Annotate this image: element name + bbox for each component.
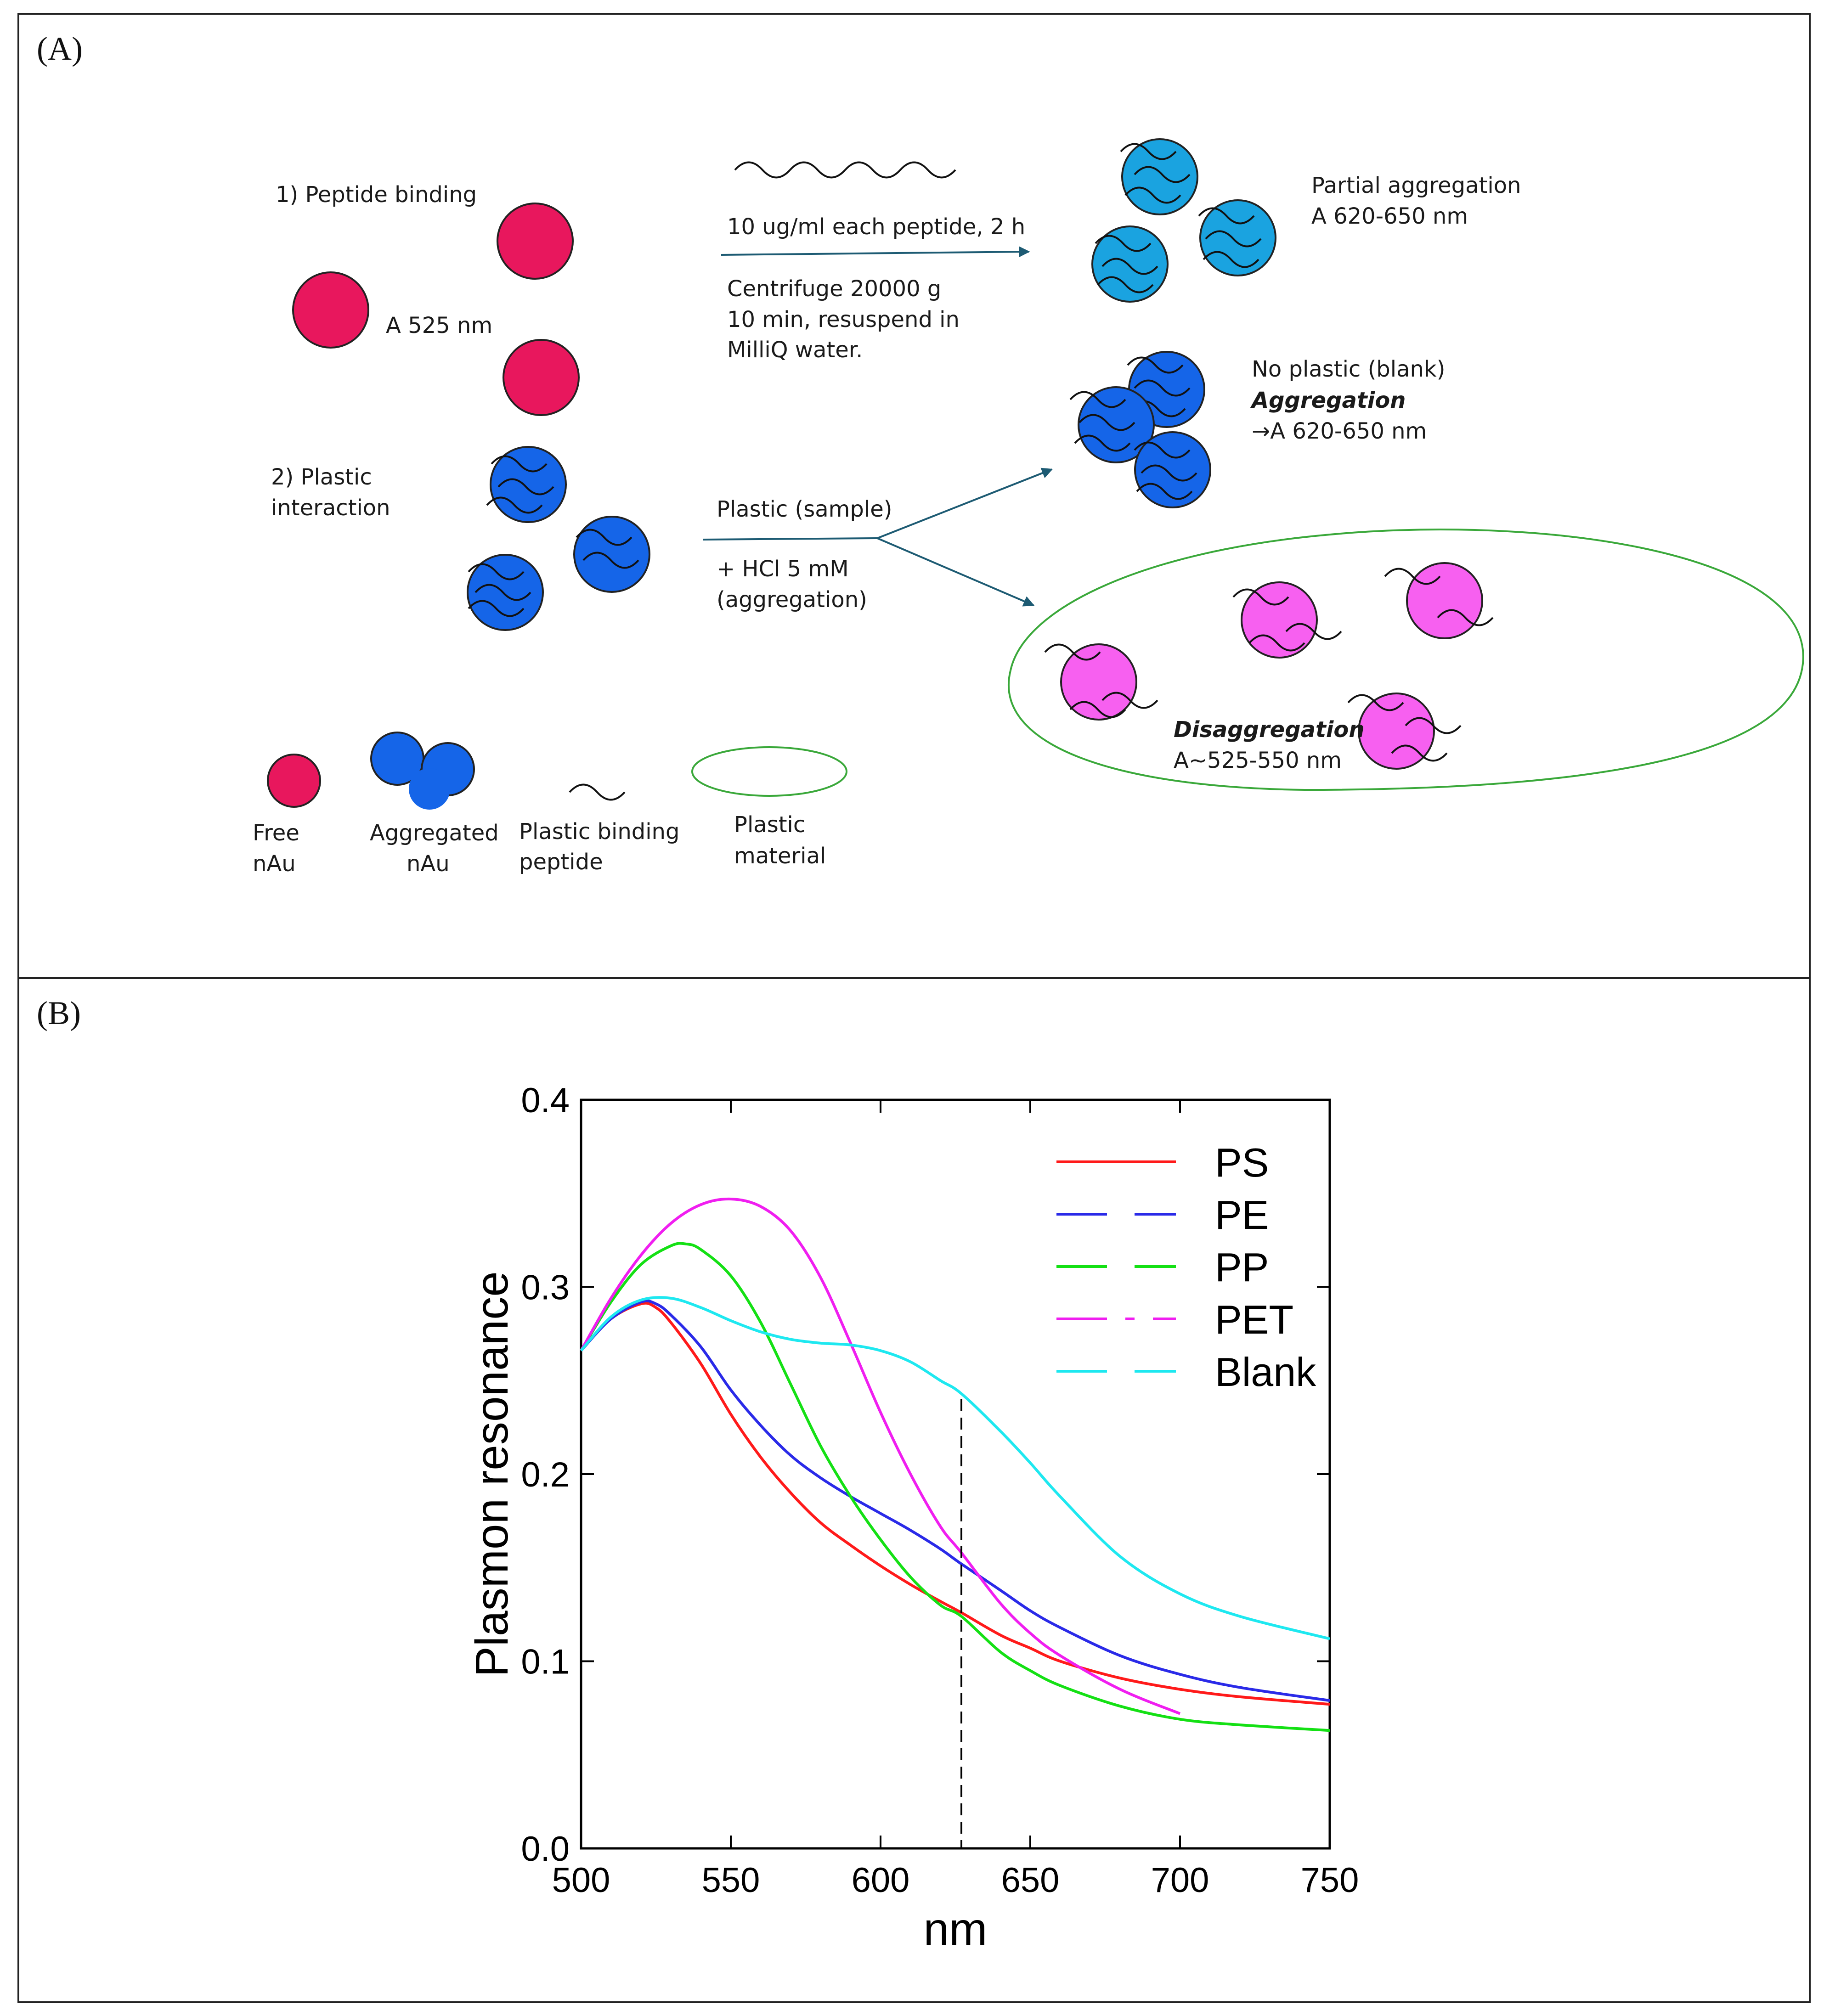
series-line-pp — [580, 1242, 1330, 1732]
x-tick-label: 650 — [1001, 1861, 1060, 1900]
centrifuge-text: Centrifuge 20000 g — [727, 276, 941, 302]
legend-aggregated-nau-icon — [370, 732, 475, 810]
y-tick-label: 0.1 — [521, 1643, 570, 1682]
free-nau-particle — [497, 203, 574, 280]
legend-label-blank: Blank — [1215, 1349, 1316, 1395]
partial-aggregation-cluster — [1091, 138, 1276, 303]
panel-a-label: (A) — [37, 30, 83, 67]
legend-plastic-material-icon — [691, 746, 847, 797]
plasmon-resonance-chart: 500 550 600 650 700 750 0.0 0.1 0.2 0.3 0.4 PS PE PP… — [466, 1081, 1359, 1955]
y-tick-label: 0.2 — [521, 1455, 570, 1494]
plastic-material-outline — [1007, 529, 1804, 791]
hcl-label: + HCl 5 mM — [717, 556, 849, 582]
step2-label: interaction — [271, 495, 390, 521]
sample-label: Plastic (sample) — [717, 496, 892, 522]
y-tick-label: 0.0 — [521, 1830, 570, 1869]
step1-label: 1) Peptide binding — [276, 182, 477, 208]
x-tick-label: 600 — [852, 1861, 910, 1900]
free-nau-particle — [292, 271, 369, 349]
y-tick-label: 0.3 — [521, 1268, 570, 1307]
free-nau-particle — [503, 339, 580, 416]
y-tick-label: 0.4 — [521, 1081, 570, 1120]
hcl-label: (aggregation) — [717, 587, 867, 613]
legend-plastic-material-label: material — [734, 843, 826, 869]
legend-label-pe: PE — [1215, 1192, 1269, 1238]
legend-aggregated-nau-label: nAu — [407, 851, 450, 877]
legend-free-nau-label: Free — [253, 820, 299, 846]
series-line-ps — [580, 1301, 1330, 1706]
x-axis-title: nm — [924, 1903, 988, 1955]
series-line-blank — [580, 1296, 1330, 1640]
blank-absorbance: →A 620-650 nm — [1252, 418, 1427, 444]
partial-aggregation-label: Partial aggregation — [1311, 173, 1521, 198]
y-axis-title: Plasmon resonance — [466, 1271, 518, 1677]
blank-label: No plastic (blank) — [1252, 356, 1445, 382]
legend-label-ps: PS — [1215, 1140, 1269, 1185]
blank-branch-arrow — [877, 467, 1053, 539]
legend-label-pet: PET — [1215, 1297, 1293, 1342]
coated-nau-group — [467, 446, 650, 631]
blank-aggregation-label: Aggregation — [1250, 388, 1406, 413]
panel-b-label: (B) — [37, 995, 81, 1031]
series-line-pet — [580, 1197, 1181, 1715]
legend-label-pp: PP — [1215, 1245, 1269, 1290]
split-arrow-stem — [702, 537, 878, 541]
legend-aggregated-nau-label: Aggregated — [370, 820, 499, 846]
x-tick-label: 550 — [702, 1861, 760, 1900]
step2-label: 2) Plastic — [271, 464, 372, 490]
x-tick-label: 750 — [1301, 1861, 1359, 1900]
legend-peptide-label: Plastic binding — [519, 819, 679, 845]
centrifuge-text: 10 min, resuspend in — [727, 307, 960, 332]
aggregated-blank-cluster — [1069, 351, 1211, 508]
incubation-arrow — [721, 246, 1030, 258]
disaggregated-particles — [1044, 562, 1494, 770]
disaggregation-label: Disaggregation — [1174, 717, 1365, 743]
disaggregation-absorbance: A~525-550 nm — [1174, 748, 1342, 773]
legend-free-nau-label: nAu — [253, 851, 296, 877]
x-tick-label: 500 — [552, 1861, 610, 1900]
x-tick-label: 700 — [1151, 1861, 1209, 1900]
sample-branch-arrow — [877, 537, 1035, 607]
panel-b-frame — [17, 977, 1811, 2003]
legend-free-nau-icon — [267, 754, 321, 808]
incubation-condition: 10 ug/ml each peptide, 2 h — [727, 214, 1025, 240]
legend-peptide-label: peptide — [519, 849, 603, 875]
peptide-wiggle-row — [734, 161, 956, 179]
legend-plastic-material-label: Plastic — [734, 812, 805, 838]
partial-aggregation-absorbance: A 620-650 nm — [1311, 203, 1468, 229]
legend-peptide-icon — [569, 783, 626, 801]
free-absorbance-label: A 525 nm — [386, 313, 492, 338]
centrifuge-text: MilliQ water. — [727, 337, 863, 363]
series-line-pe — [580, 1299, 1330, 1702]
